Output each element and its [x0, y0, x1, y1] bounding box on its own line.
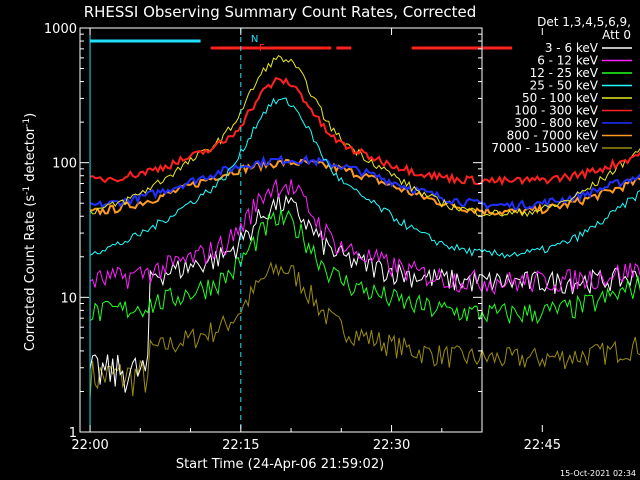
legend-label-2: 12 - 25 keV: [530, 66, 599, 80]
series-line-0: [89, 193, 640, 393]
series-line-2: [89, 209, 640, 325]
legend-label-3: 25 - 50 keV: [530, 79, 599, 93]
y-axis-label-sup2: -1: [22, 118, 32, 127]
flag-layer: NF: [89, 28, 513, 432]
flag-F-label: F: [259, 43, 265, 54]
legend-label-4: 50 - 100 keV: [522, 91, 599, 105]
series-line-3: [89, 97, 640, 259]
y-tick-label-3: 1000: [44, 22, 77, 37]
series-layer: [89, 55, 640, 400]
x-tick-label-2: 22:30: [373, 438, 410, 453]
x-tick-label-3: 22:45: [524, 438, 561, 453]
y-axis-label-end: ): [23, 113, 38, 118]
series-line-5: [89, 76, 640, 187]
legend-header-line-2: Att 0: [602, 28, 631, 42]
legend-label-8: 7000 - 15000 keV: [491, 141, 598, 155]
legend-label-7: 800 - 7000 keV: [507, 129, 599, 143]
y-axis-label-mid: detector: [23, 126, 38, 186]
y-axis: 1 10 100 1000: [44, 22, 482, 441]
legend-label-0: 3 - 6 keV: [545, 41, 599, 55]
y-tick-label-0: 1: [69, 426, 77, 441]
y-axis-label-main: Corrected Count Rate (s: [23, 195, 38, 352]
x-axis-label: Start Time (24-Apr-06 21:59:02): [176, 457, 384, 472]
series-line-1: [89, 178, 640, 295]
y-axis-label: Corrected Count Rate (s-1 detector-1): [22, 113, 38, 351]
x-tick-label-0: 22:00: [71, 438, 108, 453]
footer-timestamp: 15-Oct-2021 02:34: [560, 469, 636, 478]
x-tick-label-1: 22:15: [222, 438, 259, 453]
series-line-7: [89, 157, 640, 217]
series-line-4: [89, 55, 640, 218]
series-line-8: [89, 261, 640, 400]
flag-N-label: N: [251, 34, 258, 45]
chart-title: RHESSI Observing Summary Count Rates, Co…: [84, 3, 477, 21]
y-tick-label-1: 10: [60, 291, 77, 306]
legend-header-line-1: Det 1,3,4,5,6,9,: [537, 15, 631, 29]
series-line-6: [89, 154, 640, 211]
legend-label-5: 100 - 300 keV: [514, 104, 598, 118]
plot-frame: [79, 27, 483, 433]
legend-label-6: 300 - 800 keV: [514, 116, 598, 130]
legend-label-1: 6 - 12 keV: [537, 54, 599, 68]
y-tick-label-2: 100: [52, 157, 77, 172]
y-axis-label-sup1: -1: [22, 186, 32, 195]
